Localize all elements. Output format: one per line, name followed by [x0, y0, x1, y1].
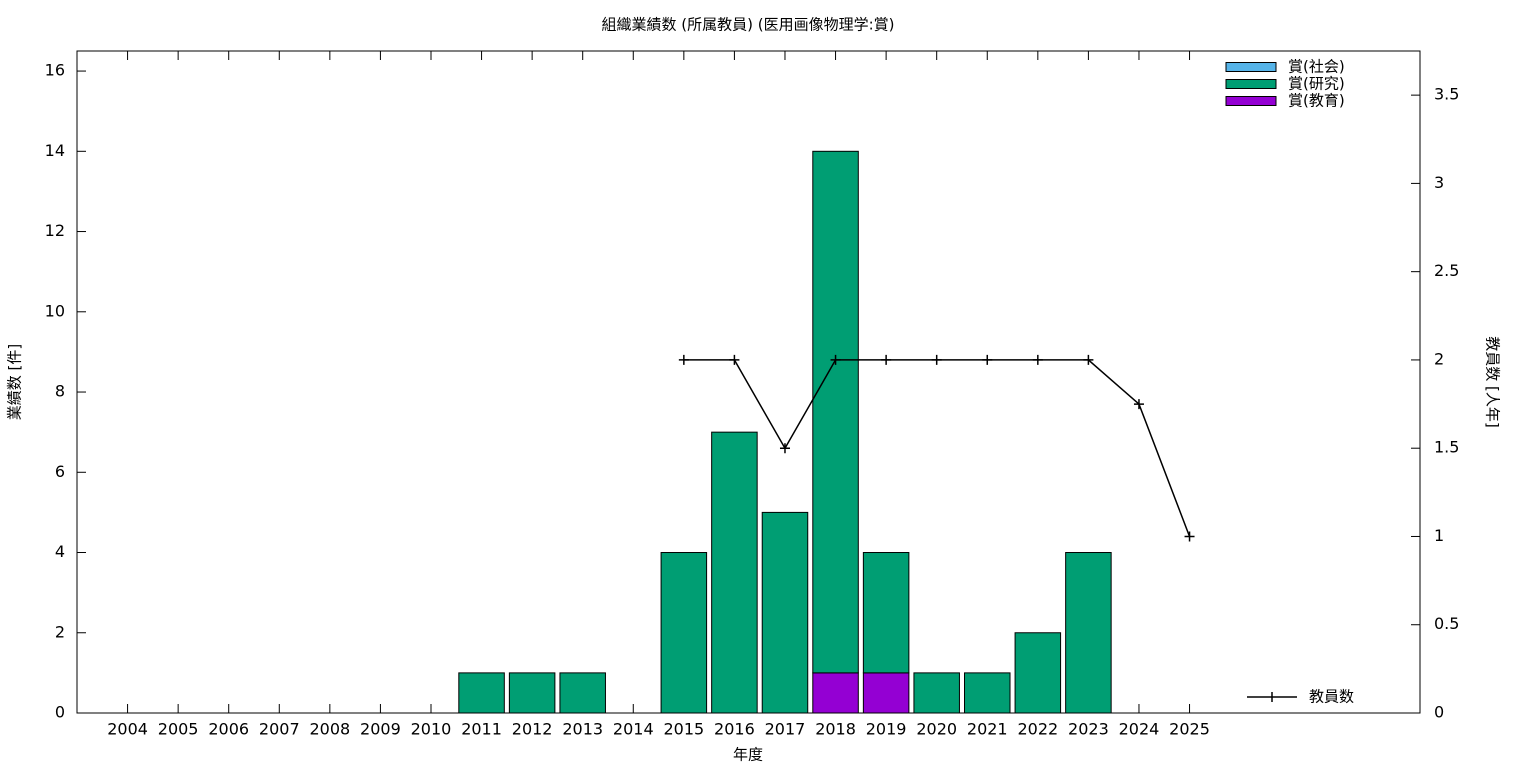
y-tick-label: 2 [55, 622, 65, 641]
y2-tick-label: 2.5 [1434, 261, 1459, 280]
x-tick-label: 2016 [714, 720, 755, 739]
y-tick-label: 6 [55, 462, 65, 481]
point [830, 354, 841, 365]
y2-tick-label: 3.5 [1434, 85, 1459, 104]
x-axis-label: 年度 [733, 746, 763, 764]
x-tick-label: 2007 [259, 720, 300, 739]
y2-tick-label: 2 [1434, 349, 1444, 368]
bar [862, 672, 910, 714]
bar [812, 150, 859, 674]
bar [711, 431, 758, 714]
legend-swatch [1225, 79, 1277, 89]
x-tick-label: 2024 [1119, 720, 1160, 739]
bar [812, 672, 859, 714]
x-tick-label: 2025 [1169, 720, 1210, 739]
bar [559, 672, 606, 714]
legend-label: 教員数 [1309, 688, 1354, 706]
x-tick-label: 2011 [461, 720, 502, 739]
x-tick-label: 2010 [411, 720, 452, 739]
legend-swatch [1225, 96, 1277, 106]
bar [508, 672, 556, 714]
point [1083, 354, 1094, 365]
point [1032, 354, 1043, 365]
line [683, 359, 1191, 537]
y2-tick-label: 0.5 [1434, 614, 1459, 633]
bar [761, 511, 809, 714]
point [729, 354, 740, 365]
bar [913, 672, 960, 714]
point [1133, 399, 1144, 410]
bar [1014, 632, 1062, 714]
plot-frame [76, 50, 1421, 714]
x-tick-label: 2021 [967, 720, 1008, 739]
y-tick-label: 0 [55, 703, 65, 722]
x-tick-label: 2022 [1017, 720, 1058, 739]
x-tick-label: 2014 [613, 720, 654, 739]
legend-swatch [1225, 62, 1277, 72]
x-tick-label: 2023 [1068, 720, 1109, 739]
x-tick-label: 2018 [815, 720, 856, 739]
x-tick-label: 2013 [562, 720, 603, 739]
y-tick-label: 4 [55, 542, 65, 561]
x-tick-label: 2015 [663, 720, 704, 739]
bar [964, 672, 1011, 714]
point [881, 354, 892, 365]
point [982, 354, 993, 365]
bar [862, 552, 910, 674]
point [678, 354, 689, 365]
y-tick-label: 12 [45, 221, 65, 240]
y-tick-label: 14 [45, 141, 65, 160]
legend-label: 賞(研究) [1288, 75, 1345, 93]
y-tick-label: 10 [45, 301, 65, 320]
x-tick-label: 2008 [309, 720, 350, 739]
x-tick-label: 2009 [360, 720, 401, 739]
legend-label: 賞(社会) [1288, 58, 1345, 76]
y-axis-label: 業績数 [件] [6, 344, 24, 420]
y-tick-label: 16 [45, 61, 65, 80]
bar [660, 552, 708, 714]
y2-tick-label: 0 [1434, 703, 1444, 722]
x-tick-label: 2006 [208, 720, 249, 739]
x-tick-label: 2019 [866, 720, 907, 739]
x-tick-label: 2017 [765, 720, 806, 739]
y2-tick-label: 1.5 [1434, 438, 1459, 457]
legend-label: 賞(教育) [1288, 92, 1345, 110]
point [931, 354, 942, 365]
x-tick-label: 2020 [916, 720, 957, 739]
y2-axis-label: 教員数 [人年] [1484, 336, 1502, 427]
bar [1065, 552, 1112, 714]
point [1184, 531, 1195, 542]
x-tick-label: 2005 [158, 720, 199, 739]
y2-tick-label: 3 [1434, 173, 1444, 192]
x-tick-label: 2004 [107, 720, 148, 739]
chart-title: 組織業績数 (所属教員) (医用画像物理学:賞) [602, 16, 895, 34]
bar [458, 672, 505, 714]
y2-tick-label: 1 [1434, 526, 1444, 545]
y-tick-label: 8 [55, 382, 65, 401]
point [779, 443, 790, 454]
x-tick-label: 2012 [512, 720, 553, 739]
